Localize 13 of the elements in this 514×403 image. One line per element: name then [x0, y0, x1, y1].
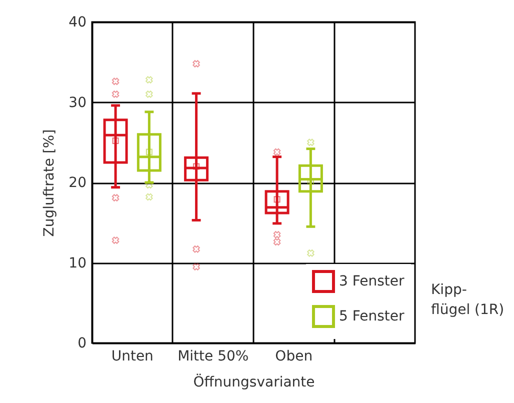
y-tick-label: 20: [68, 175, 86, 191]
legend-label: 5 Fenster: [339, 308, 405, 324]
legend-label: 3 Fenster: [339, 274, 405, 290]
x-axis-title: Öffnungsvariante: [193, 374, 315, 390]
x-tick-label: Oben: [275, 348, 313, 364]
y-tick-label: 0: [78, 336, 86, 352]
y-tick-label: 30: [68, 94, 86, 111]
y-tick-label: 40: [68, 14, 86, 30]
x-tick-label: Mitte 50%: [178, 348, 249, 364]
text: Kipp- flügel (1R): [431, 282, 504, 318]
x-tick-label: Unten: [111, 348, 154, 364]
y-axis-title: Zugluftrate [%]: [42, 129, 58, 237]
y-tick-label: 10: [68, 255, 86, 272]
